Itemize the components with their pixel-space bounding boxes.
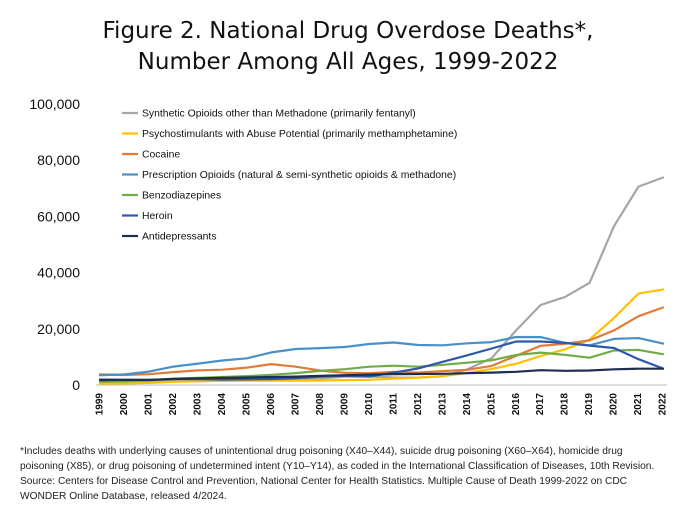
x-tick-label: 2022: [658, 393, 669, 416]
x-tick-label: 2005: [242, 393, 253, 416]
x-tick-label: 2002: [168, 393, 179, 416]
x-tick-label: 2018: [560, 393, 571, 416]
x-tick-label: 2021: [633, 393, 644, 416]
x-tick-label: 2010: [364, 393, 375, 416]
x-tick-label: 2015: [486, 393, 497, 416]
x-tick-label: 2019: [584, 393, 595, 416]
y-tick-label: 20,000: [37, 321, 80, 337]
x-tick-label: 2013: [437, 393, 448, 416]
legend-label: Synthetic Opioids other than Methadone (…: [142, 109, 416, 120]
x-tick-label: 2007: [290, 393, 301, 416]
legend-label: Heroin: [142, 211, 173, 222]
x-tick-label: 2003: [193, 393, 204, 416]
series-line: [98, 367, 665, 382]
y-tick-label: 100,000: [29, 96, 80, 112]
chart-title: Figure 2. National Drug Overdose Deaths*…: [0, 16, 696, 78]
x-tick-label: 2009: [339, 393, 350, 416]
legend-label: Antidepressants: [142, 232, 217, 243]
series-line: [98, 176, 665, 384]
footnote-line-3: Source: Centers for Disease Control and …: [20, 476, 628, 487]
chart-footnote: *Includes deaths with underlying causes …: [20, 444, 680, 504]
x-tick-label: 2014: [462, 393, 473, 416]
footnote-line-4: WONDER Online Database, released 4/2024.: [20, 491, 227, 502]
x-tick-label: 2020: [609, 393, 620, 416]
y-tick-label: 60,000: [37, 208, 80, 224]
series-line: [98, 288, 665, 385]
x-tick-label: 2000: [119, 393, 130, 416]
line-chart: 0 20,000 40,000 60,000 80,000 100,000 1999 2000…: [29, 96, 668, 415]
legend-label: Benzodiazepines: [142, 191, 221, 202]
x-tick-label: 2006: [266, 393, 277, 416]
x-tick-label: 1999: [95, 393, 106, 416]
footnote-line-2: poisoning (X85), or drug poisoning of un…: [20, 461, 655, 472]
x-tick-label: 2004: [217, 393, 228, 416]
chart-axes: 0 20,000 40,000 60,000 80,000 100,000 1999 2000…: [29, 96, 668, 415]
x-tick-label: 2008: [315, 393, 326, 416]
x-tick-label: 2016: [511, 393, 522, 416]
footnote-line-1: *Includes deaths with underlying causes …: [20, 446, 623, 457]
chart-legend: Synthetic Opioids other than Methadone (…: [122, 109, 457, 243]
chart-title-line-1: Figure 2. National Drug Overdose Deaths*…: [102, 18, 594, 44]
chart-title-line-2: Number Among All Ages, 1999-2022: [137, 49, 559, 75]
y-tick-label: 0: [72, 377, 80, 393]
x-tick-label: 2017: [535, 393, 546, 416]
x-tick-label: 2012: [413, 393, 424, 416]
legend-label: Cocaine: [142, 150, 180, 161]
y-tick-label: 80,000: [37, 152, 80, 168]
legend-label: Psychostimulants with Abuse Potential (p…: [142, 129, 457, 140]
y-tick-label: 40,000: [37, 265, 80, 281]
series-lines: [98, 176, 665, 385]
legend-label: Prescription Opioids (natural & semi-syn…: [142, 170, 456, 181]
x-tick-label: 2011: [388, 393, 399, 415]
x-tick-label: 2001: [144, 393, 155, 416]
